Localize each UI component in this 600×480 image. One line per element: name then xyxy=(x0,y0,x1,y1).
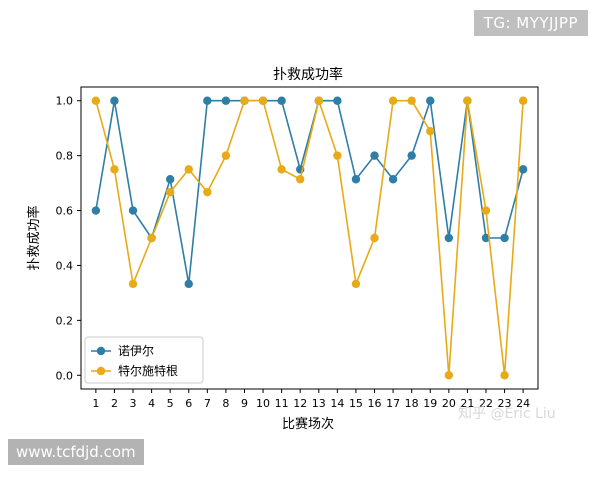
x-tick-label: 10 xyxy=(256,397,270,410)
data-point xyxy=(91,96,101,105)
data-point xyxy=(351,175,361,184)
x-tick-label: 7 xyxy=(204,397,211,410)
data-point xyxy=(407,96,416,105)
legend-entry: 特尔施特根 xyxy=(91,363,178,378)
legend-frame xyxy=(84,336,204,384)
data-point xyxy=(110,165,119,174)
x-tick-label: 8 xyxy=(222,397,229,410)
x-tick-label: 6 xyxy=(185,397,192,410)
y-tick-label: 0.0 xyxy=(56,369,74,382)
y-axis-label: 扑救成功率 xyxy=(26,205,42,270)
data-point xyxy=(128,206,138,215)
data-point xyxy=(165,187,175,197)
series-line xyxy=(95,97,524,376)
data-point xyxy=(444,371,454,380)
data-point xyxy=(296,175,305,184)
chart-title: 扑救成功率 xyxy=(273,66,343,83)
x-tick-label: 19 xyxy=(423,397,437,410)
x-tick-label: 21 xyxy=(460,397,474,410)
data-point xyxy=(221,96,231,105)
data-point xyxy=(277,165,286,174)
x-tick-label: 16 xyxy=(368,397,382,410)
data-point xyxy=(463,96,472,105)
legend-entry: 诺伊尔 xyxy=(91,343,154,358)
x-tick-label: 22 xyxy=(479,397,493,410)
data-point xyxy=(388,175,398,184)
x-tick-label: 15 xyxy=(349,397,363,410)
data-point xyxy=(426,127,435,136)
data-point xyxy=(203,96,212,105)
data-point xyxy=(314,96,323,105)
data-point xyxy=(518,165,528,174)
data-point xyxy=(500,233,509,243)
plot-area xyxy=(80,86,539,390)
x-axis-label: 比赛场次 xyxy=(282,416,334,432)
site-watermark: www.tcfdjd.com xyxy=(8,439,144,465)
series-line xyxy=(95,99,524,284)
legend-marker xyxy=(96,366,106,376)
x-tick-label: 1 xyxy=(92,397,99,410)
data-point xyxy=(407,151,416,160)
data-point xyxy=(500,371,509,380)
data-point xyxy=(481,206,491,215)
data-point xyxy=(91,206,101,215)
zhihu-watermark: 知乎 @Eric Liu xyxy=(458,406,556,422)
y-tick-label: 1.0 xyxy=(56,95,74,108)
data-point xyxy=(333,151,342,160)
tg-watermark: TG: MYYJJPP xyxy=(473,10,588,36)
data-point xyxy=(240,96,249,105)
x-tick-label: 12 xyxy=(293,397,307,410)
data-point xyxy=(165,175,175,184)
data-point xyxy=(221,151,231,160)
x-tick-label: 3 xyxy=(130,397,137,410)
x-tick-label: 24 xyxy=(516,397,530,410)
y-tick-label: 0.4 xyxy=(56,259,74,272)
data-point xyxy=(203,187,212,197)
y-tick-label: 0.2 xyxy=(56,314,74,327)
data-point xyxy=(258,96,268,105)
series-2 xyxy=(91,96,528,380)
data-point xyxy=(277,96,286,105)
data-point xyxy=(110,96,119,105)
y-tick-label: 0.6 xyxy=(56,205,74,218)
data-point xyxy=(184,279,193,289)
data-point xyxy=(426,96,435,105)
x-tick-label: 18 xyxy=(405,397,419,410)
data-point xyxy=(370,151,379,160)
x-tick-label: 17 xyxy=(386,397,400,410)
x-tick-label: 13 xyxy=(312,397,326,410)
data-point xyxy=(184,165,193,174)
x-tick-label: 2 xyxy=(111,397,118,410)
data-point xyxy=(518,96,528,105)
x-tick-label: 11 xyxy=(275,397,289,410)
data-point xyxy=(333,96,342,105)
data-point xyxy=(147,233,156,243)
data-point xyxy=(351,279,361,289)
legend-marker xyxy=(96,346,106,356)
x-tick-label: 5 xyxy=(167,397,174,410)
data-point xyxy=(444,233,454,243)
data-point xyxy=(370,233,379,243)
y-tick-label: 0.8 xyxy=(56,150,74,163)
x-tick-label: 23 xyxy=(498,397,512,410)
data-point xyxy=(128,279,138,289)
data-point xyxy=(388,96,398,105)
x-tick-label: 9 xyxy=(241,397,248,410)
x-tick-label: 4 xyxy=(148,397,155,410)
x-tick-label: 14 xyxy=(330,397,344,410)
x-tick-label: 20 xyxy=(442,397,456,410)
legend-label: 诺伊尔 xyxy=(118,343,154,358)
legend-label: 特尔施特根 xyxy=(118,363,178,378)
